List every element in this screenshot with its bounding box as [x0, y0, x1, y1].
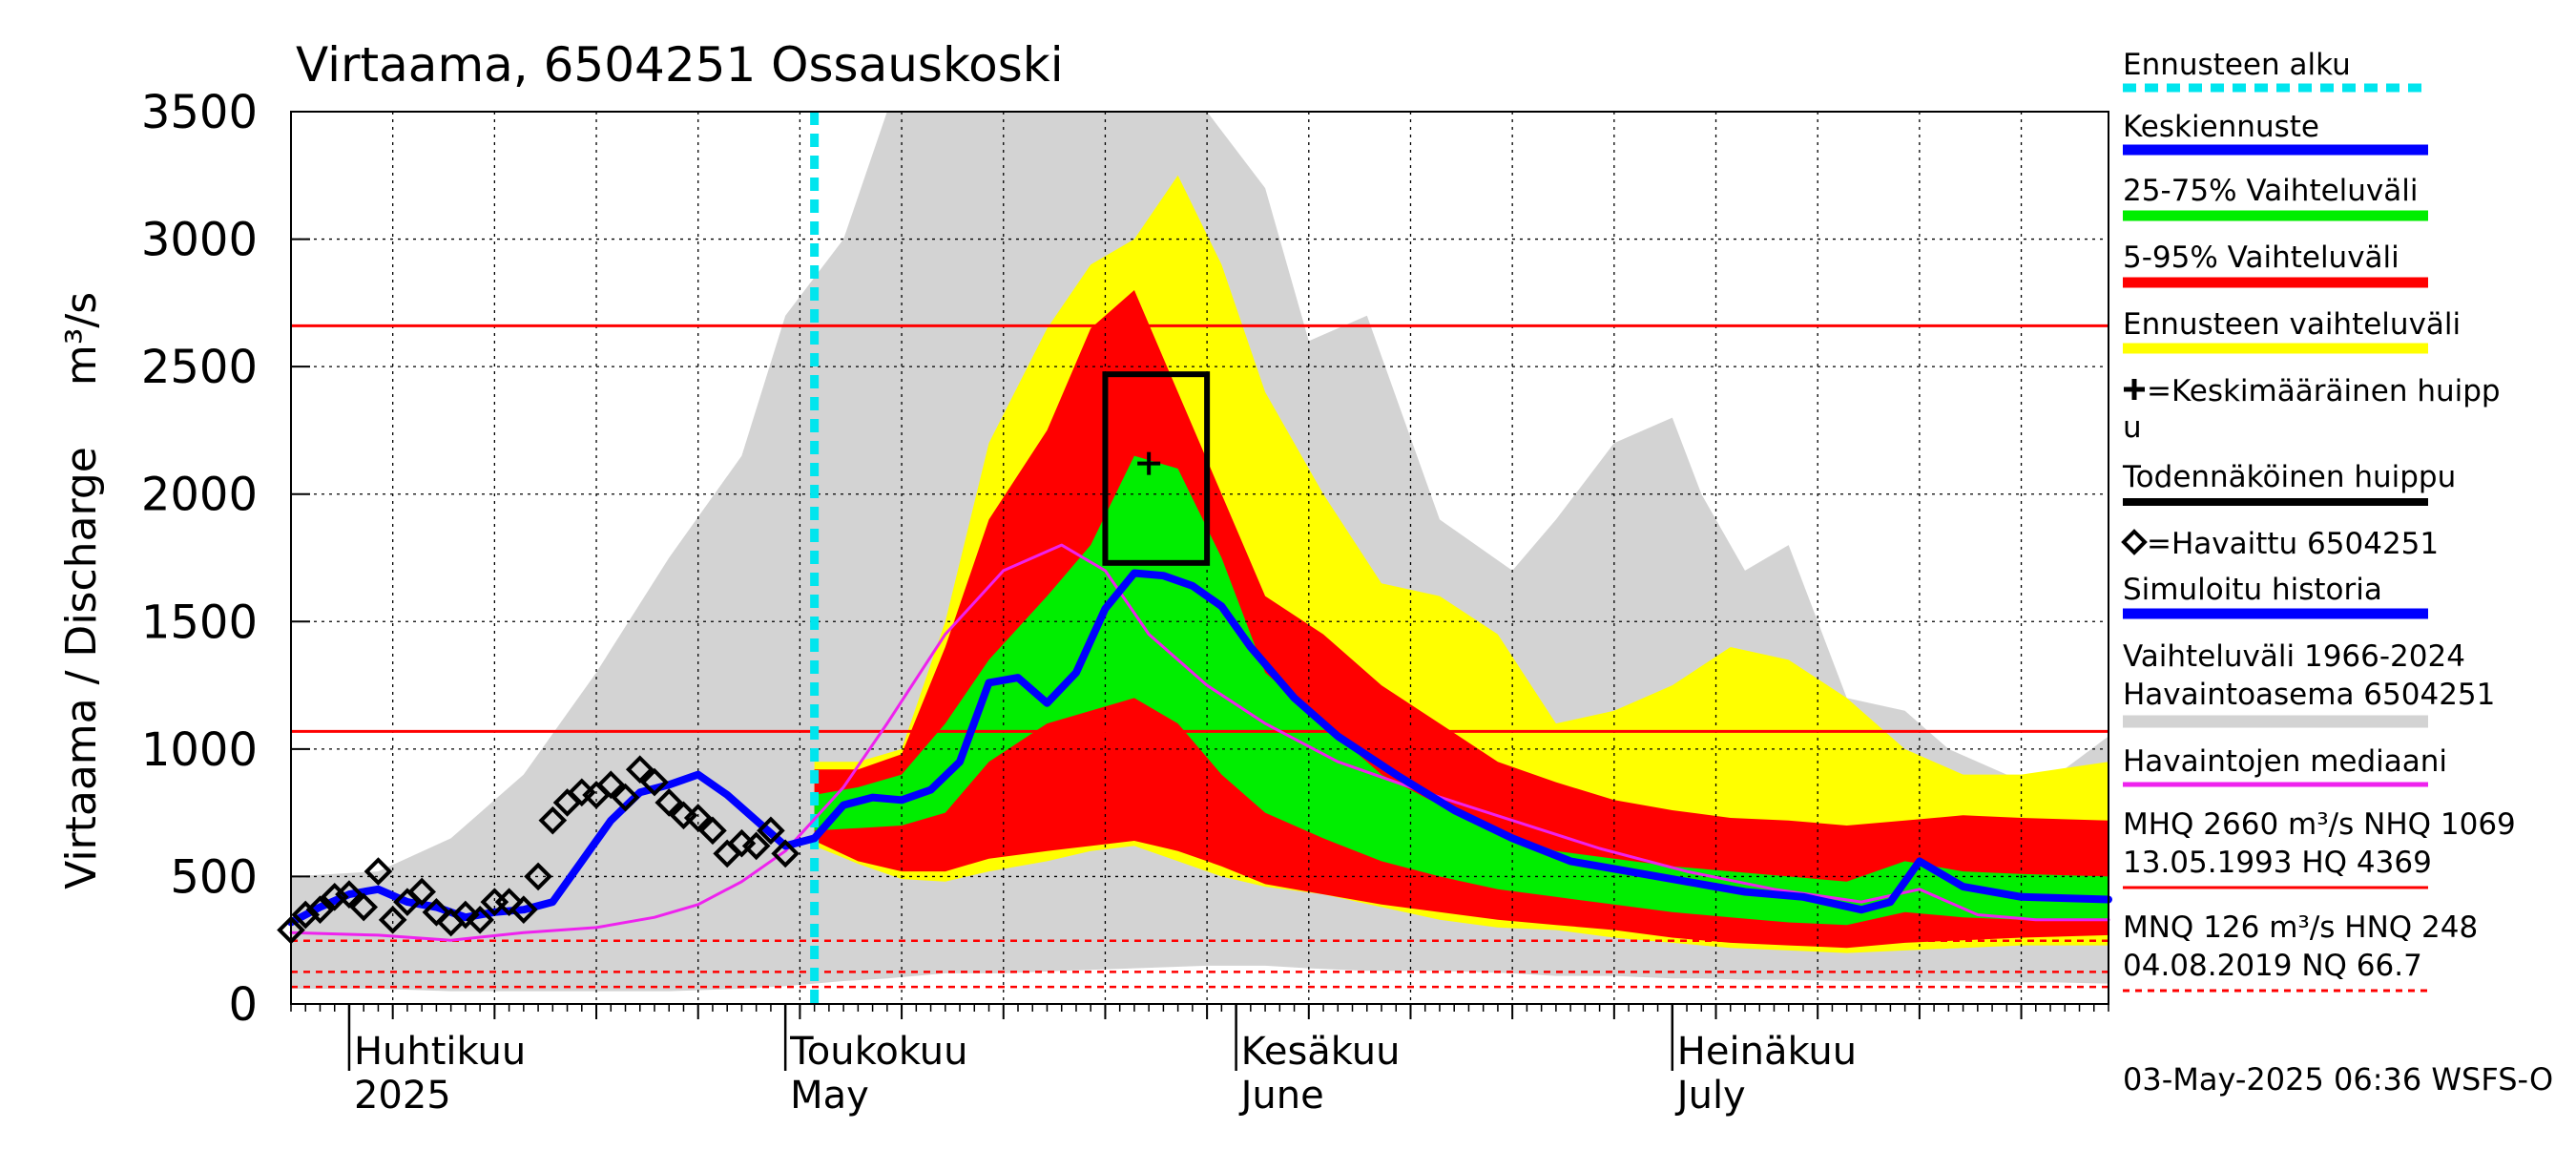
observed-point [596, 770, 626, 800]
observed-point [524, 862, 552, 891]
legend-stats-line-4: 04.08.2019 NQ 66.7 [2123, 949, 2422, 983]
legend-stats-line-1: MHQ 2660 m³/s NHQ 1069 [2123, 807, 2516, 842]
legend: Ennusteen alku Keskiennuste 25-75% Vaiht… [2121, 48, 2516, 993]
legend-label-range-5-95: 5-95% Vaihteluväli [2123, 240, 2399, 275]
x-month-label: Heinäkuu [1677, 1030, 1857, 1074]
simulated-history-line [287, 770, 819, 927]
reference-lines [291, 112, 2109, 1004]
y-tick-label: 1000 [141, 723, 258, 777]
plot-frame [290, 111, 2109, 1005]
observed-point [291, 900, 321, 930]
median-forecast-line [810, 569, 2112, 914]
observed-markers [277, 755, 800, 945]
observed-point [422, 898, 451, 927]
legend-label-mean-peak-cont: u [2123, 410, 2142, 445]
legend-mean-peak-symbol [2124, 379, 2145, 400]
observed-point [538, 805, 568, 835]
observed-point [509, 895, 538, 924]
observed-point [611, 783, 640, 812]
legend-label-observed-median: Havaintojen mediaani [2123, 744, 2447, 779]
x-month-label: Kesäkuu [1241, 1030, 1401, 1074]
observed-point [349, 892, 379, 922]
y-axis-unit: m³/s [57, 292, 106, 386]
observed-point [640, 767, 669, 797]
y-tick-label: 500 [170, 850, 258, 904]
x-month-label-en: May [790, 1074, 869, 1118]
observed-point [451, 900, 480, 930]
y-tick-label: 3500 [141, 86, 258, 139]
observed-point [741, 831, 771, 861]
y-axis-label: Virtaama / Discharge [57, 447, 106, 889]
legend-label-mean-peak: =Keskimääräinen huipp [2147, 374, 2501, 408]
observed-point [757, 816, 785, 846]
legend-label-historical-range-2: Havaintoasema 6504251 [2123, 678, 2495, 712]
probable-peak-box [1102, 371, 1211, 566]
legend-stats-line-3: MNQ 126 m³/s HNQ 248 [2123, 910, 2478, 945]
legend-observed-marker [2121, 529, 2148, 555]
legend-label-simulated-history: Simuloitu historia [2123, 573, 2382, 607]
x-month-label: Toukokuu [789, 1030, 967, 1074]
chart-title: Virtaama, 6504251 Ossauskoski [296, 37, 1064, 93]
legend-label-forecast-range: Ennusteen vaihteluväli [2123, 307, 2461, 342]
legend-label-range-25-75: 25-75% Vaihteluväli [2123, 174, 2419, 208]
series-lines [287, 543, 2112, 942]
observed-point [625, 755, 654, 784]
y-tick-label: 2000 [141, 469, 258, 522]
legend-label-median-forecast: Keskiennuste [2123, 110, 2319, 144]
legend-label-historical-range-1: Vaihteluväli 1966-2024 [2123, 639, 2465, 674]
observed-point [320, 882, 349, 911]
observed-point [335, 880, 364, 909]
footer-timestamp: 03-May-2025 06:36 WSFS-O [2123, 1061, 2553, 1098]
x-month-label-en: June [1238, 1074, 1324, 1118]
legend-label-probable-peak: Todennäköinen huippu [2122, 460, 2456, 494]
x-month-label-en: 2025 [354, 1074, 451, 1118]
observed-point [407, 877, 436, 907]
y-tick-label: 2500 [141, 341, 258, 394]
observed-point [466, 906, 494, 934]
y-tick-label: 3000 [141, 214, 258, 267]
x-month-label-en: July [1674, 1074, 1746, 1118]
legend-stats-line-2: 13.05.1993 HQ 4369 [2123, 846, 2432, 880]
y-tick-label: 0 [228, 978, 258, 1032]
peak-markers [1102, 371, 1211, 566]
observed-point [305, 895, 335, 924]
observed-point [698, 816, 727, 846]
y-tick-label: 1500 [141, 596, 258, 649]
y-axis-ticks: 0 500 1000 1500 2000 2500 3000 3500 [141, 86, 310, 1032]
plot-area [277, 111, 2112, 1005]
observed-point [364, 857, 393, 886]
observed-point [654, 788, 684, 817]
observed-point [494, 888, 524, 916]
legend-label-forecast-start: Ennusteen alku [2123, 48, 2351, 82]
observed-point [771, 839, 800, 868]
legend-label-observed: =Havaittu 6504251 [2147, 527, 2439, 561]
observed-point [683, 804, 713, 832]
observed-point [378, 906, 407, 934]
range-5-95-band [814, 290, 2109, 949]
x-month-label: Huhtikuu [354, 1030, 526, 1074]
